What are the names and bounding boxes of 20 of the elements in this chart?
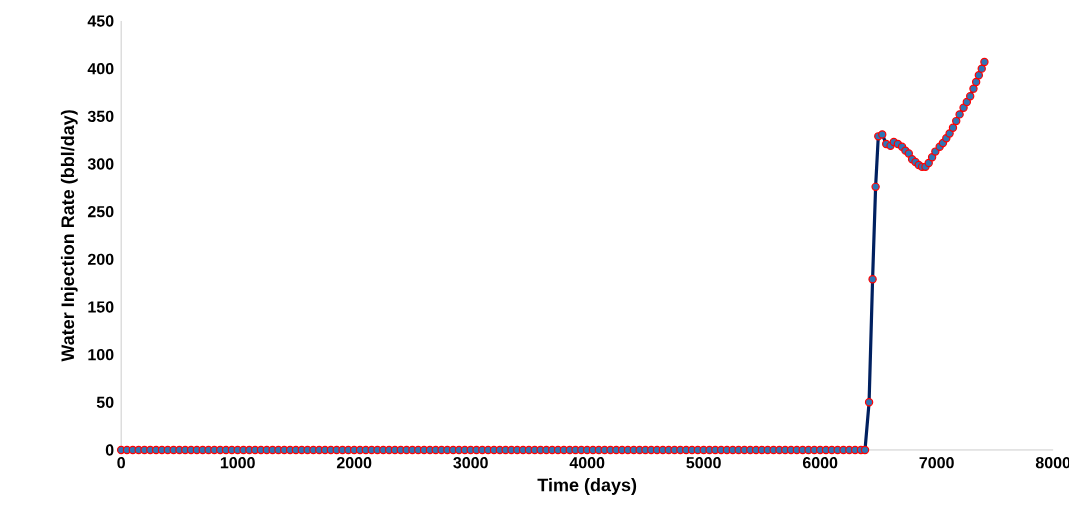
y-tick-label: 50 bbox=[96, 396, 114, 408]
y-axis-title: Water Injection Rate (bbl/day) bbox=[60, 110, 78, 362]
x-tick-label: 6000 bbox=[802, 457, 838, 469]
y-tick-label: 200 bbox=[87, 253, 114, 265]
y-tick-label: 150 bbox=[88, 301, 114, 313]
x-tick-label: 0 bbox=[117, 457, 125, 469]
y-tick-label: 350 bbox=[87, 110, 114, 122]
y-tick-label: 300 bbox=[87, 158, 114, 170]
x-axis-title: Time (days) bbox=[537, 478, 637, 495]
y-tick-label: 450 bbox=[87, 15, 114, 27]
x-tick-label: 3000 bbox=[453, 457, 488, 469]
y-tick-label: 250 bbox=[87, 205, 114, 218]
x-tick-label: 7000 bbox=[919, 457, 954, 469]
y-tick-label: 0 bbox=[105, 444, 114, 456]
x-tick-label: 5000 bbox=[686, 457, 721, 469]
y-tick-label: 100 bbox=[88, 348, 114, 361]
y-tick-label: 400 bbox=[87, 62, 114, 75]
x-tick-label: 2000 bbox=[336, 457, 372, 469]
x-tick-label: 4000 bbox=[569, 457, 605, 469]
x-tick-label: 1000 bbox=[220, 457, 255, 469]
